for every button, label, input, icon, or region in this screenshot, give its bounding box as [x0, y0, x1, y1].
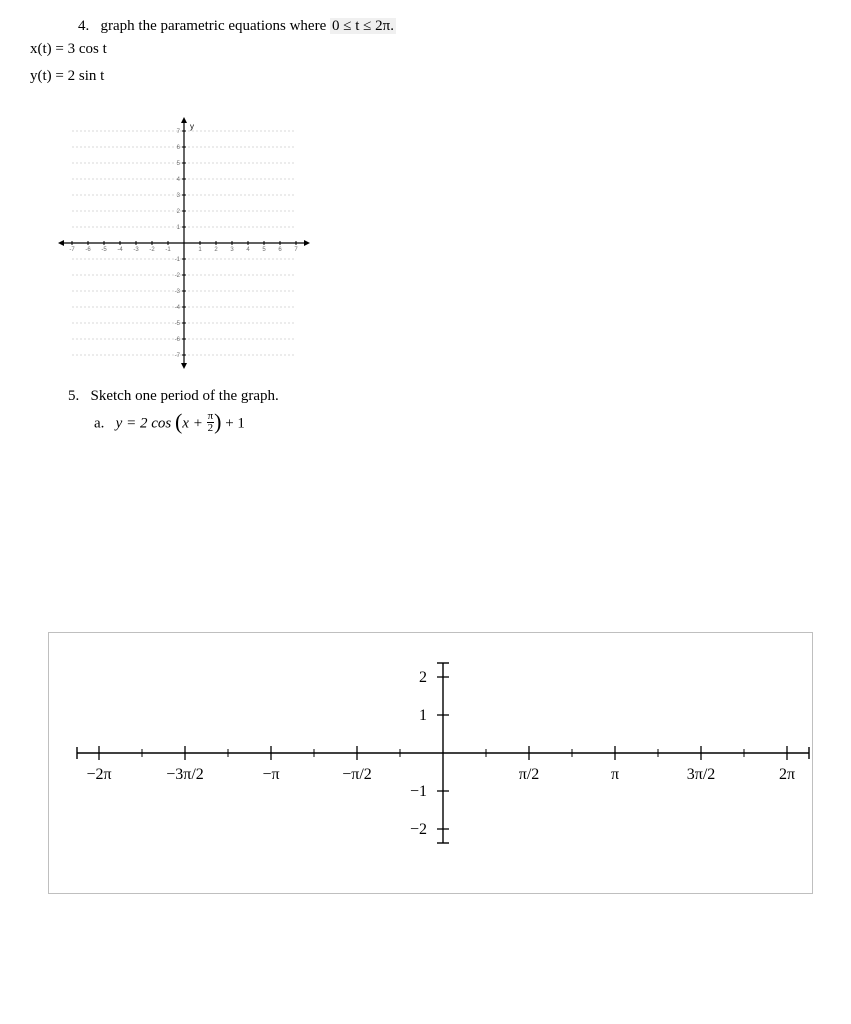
svg-text:-1: -1 [175, 257, 181, 263]
q4-eq-y: y(t) = 2 sin t [30, 68, 821, 85]
svg-text:2: 2 [214, 247, 218, 253]
svg-text:1: 1 [419, 707, 427, 724]
svg-text:−3π/2: −3π/2 [166, 766, 204, 783]
fraction: π2 [207, 411, 215, 434]
svg-text:6: 6 [177, 145, 181, 151]
svg-text:π/2: π/2 [519, 766, 540, 783]
svg-text:4: 4 [246, 247, 250, 253]
svg-text:−π/2: −π/2 [342, 766, 372, 783]
svg-text:−1: −1 [410, 783, 427, 800]
frac-den: 2 [207, 423, 215, 434]
svg-text:4: 4 [177, 177, 181, 183]
page: 4. graph the parametric equations where … [0, 0, 851, 1024]
svg-text:-3: -3 [175, 289, 181, 295]
q5-number: 5. [68, 388, 79, 404]
svg-text:2: 2 [177, 209, 181, 215]
q4-number: 4. [78, 18, 89, 34]
trig-axis-box: −2π −3π/2 −π −π/2 π/2 π 3π/2 2π 2 1 −1 −2 [48, 632, 813, 894]
q5-prompt: Sketch one period of the graph. [91, 388, 279, 404]
svg-text:2π: 2π [779, 766, 795, 783]
svg-text:-1: -1 [165, 247, 171, 253]
q5a-prefix: y = 2 cos [116, 415, 172, 431]
q5a-inside: x + [182, 415, 206, 431]
svg-text:-6: -6 [85, 247, 91, 253]
lparen: ( [175, 409, 182, 434]
svg-text:-4: -4 [175, 305, 181, 311]
svg-text:-2: -2 [149, 247, 155, 253]
q5a-equation: a. y = 2 cos (x + π2) + 1 [94, 411, 821, 437]
svg-text:1: 1 [198, 247, 202, 253]
svg-text:7: 7 [294, 247, 298, 253]
svg-text:5: 5 [262, 247, 266, 253]
frac-num: π [207, 411, 215, 423]
svg-text:−2π: −2π [86, 766, 111, 783]
rparen: ) [214, 409, 221, 434]
svg-text:-6: -6 [175, 337, 181, 343]
svg-text:2: 2 [419, 669, 427, 686]
q5a-suffix: + 1 [221, 415, 244, 431]
svg-text:-2: -2 [175, 273, 181, 279]
svg-text:-3: -3 [133, 247, 139, 253]
svg-text:3: 3 [230, 247, 234, 253]
q4-prompt: graph the parametric equations where [101, 18, 327, 34]
svg-text:π: π [611, 766, 619, 783]
q5a-letter: a. [94, 415, 104, 431]
svg-text:3: 3 [177, 193, 181, 199]
q4-domain: 0 ≤ t ≤ 2π. [330, 18, 396, 34]
svg-text:1: 1 [177, 225, 181, 231]
svg-text:6: 6 [278, 247, 282, 253]
svg-text:-4: -4 [117, 247, 123, 253]
svg-text:7: 7 [177, 129, 181, 135]
grid-chart: -7 -6 -5 -4 -3 -2 -1 1 2 3 4 5 6 7 -7 -6 -5 -4 -3 -2 -1 1 2 3 4 5… [56, 115, 821, 376]
svg-text:−π: −π [262, 766, 279, 783]
q4-eq-x: x(t) = 3 cos t [30, 41, 821, 58]
svg-text:3π/2: 3π/2 [687, 766, 716, 783]
svg-text:-5: -5 [101, 247, 107, 253]
svg-text:5: 5 [177, 161, 181, 167]
svg-text:-7: -7 [175, 353, 181, 359]
q5-header: 5. Sketch one period of the graph. [68, 388, 821, 405]
svg-text:y: y [190, 122, 194, 131]
svg-text:-7: -7 [69, 247, 75, 253]
svg-text:-5: -5 [175, 321, 181, 327]
q4-header: 4. graph the parametric equations where … [78, 18, 821, 35]
svg-text:−2: −2 [410, 821, 427, 838]
